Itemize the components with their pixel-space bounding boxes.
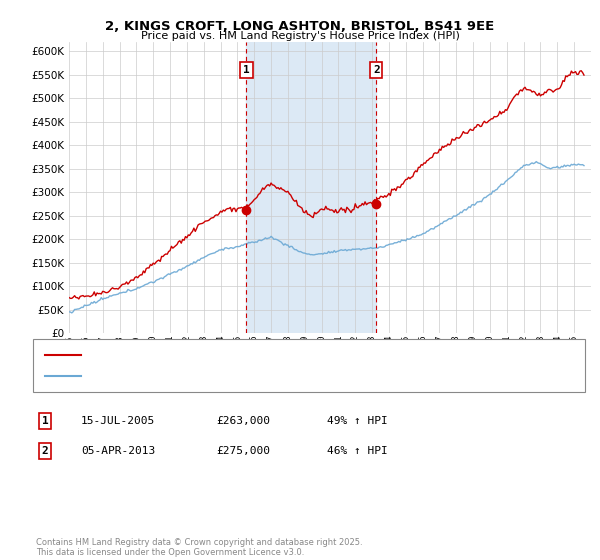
Text: £275,000: £275,000 <box>216 446 270 456</box>
Text: 2: 2 <box>41 446 49 456</box>
Text: 15-JUL-2005: 15-JUL-2005 <box>81 416 155 426</box>
Text: 2: 2 <box>373 65 380 75</box>
Text: HPI: Average price, semi-detached house, North Somerset: HPI: Average price, semi-detached house,… <box>87 371 372 381</box>
Text: 46% ↑ HPI: 46% ↑ HPI <box>327 446 388 456</box>
Text: £263,000: £263,000 <box>216 416 270 426</box>
Text: 1: 1 <box>243 65 250 75</box>
Text: 2, KINGS CROFT, LONG ASHTON, BRISTOL, BS41 9EE: 2, KINGS CROFT, LONG ASHTON, BRISTOL, BS… <box>106 20 494 32</box>
Text: Contains HM Land Registry data © Crown copyright and database right 2025.
This d: Contains HM Land Registry data © Crown c… <box>36 538 362 557</box>
Text: 2, KINGS CROFT, LONG ASHTON, BRISTOL, BS41 9EE (semi-detached house): 2, KINGS CROFT, LONG ASHTON, BRISTOL, BS… <box>87 350 460 360</box>
Bar <box>247 42 376 333</box>
Text: 1: 1 <box>41 416 49 426</box>
Text: 05-APR-2013: 05-APR-2013 <box>81 446 155 456</box>
Text: Price paid vs. HM Land Registry's House Price Index (HPI): Price paid vs. HM Land Registry's House … <box>140 31 460 41</box>
Text: 49% ↑ HPI: 49% ↑ HPI <box>327 416 388 426</box>
